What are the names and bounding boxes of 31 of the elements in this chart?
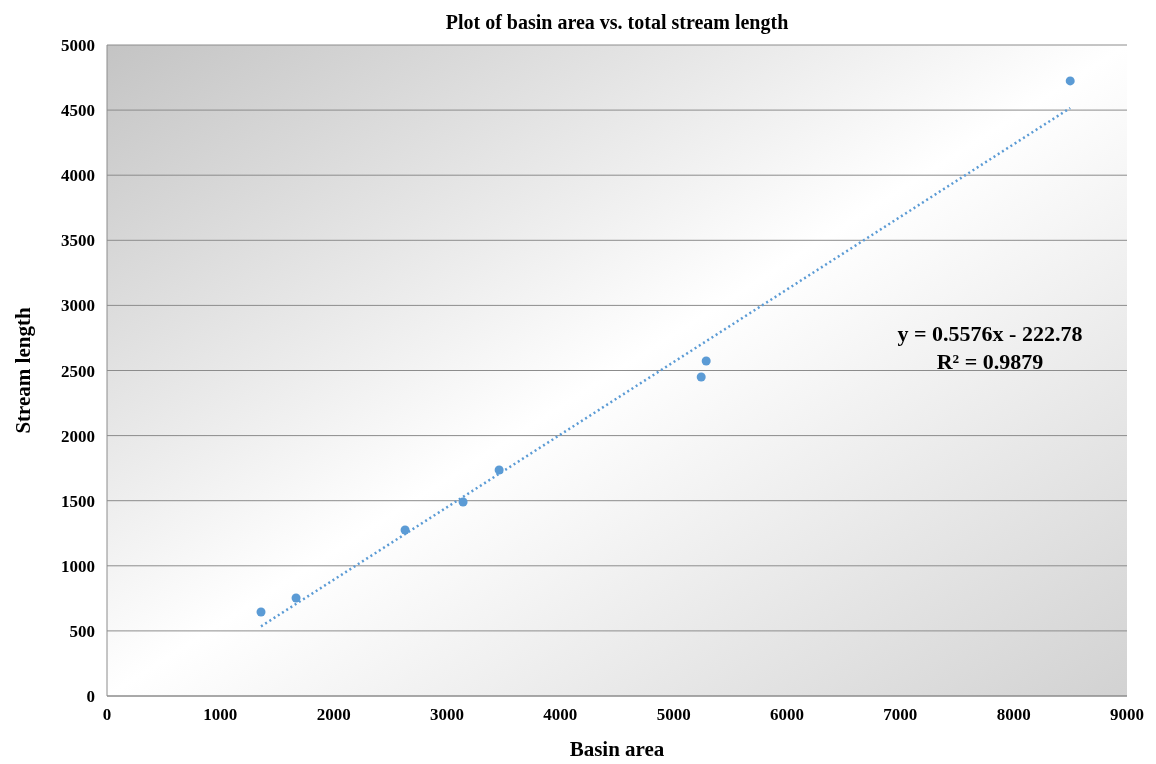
x-tick-label: 6000: [770, 705, 804, 724]
y-tick-label: 4000: [61, 166, 95, 186]
y-tick-label: 0: [86, 687, 95, 706]
annotation: R² = 0.9879: [936, 349, 1044, 374]
y-tick-label: 1000: [61, 556, 95, 576]
x-tick-label: 2000: [316, 705, 351, 724]
y-tick-label: 5000: [61, 36, 95, 55]
y-axis-title: Stream length: [11, 307, 35, 434]
point: [291, 593, 301, 603]
point: [1065, 76, 1075, 86]
x-tick-label: 4000: [543, 705, 578, 724]
y-tick-label: 2000: [61, 426, 95, 446]
y-tick-label: 1500: [61, 491, 95, 511]
y-tick-label: 3000: [61, 296, 95, 316]
y-tick-label: 3500: [61, 231, 95, 251]
x-tick-label: 9000: [1110, 705, 1144, 724]
x-tick-label: 8000: [996, 705, 1031, 724]
y-tick-label: 2500: [61, 361, 95, 381]
point: [256, 607, 266, 617]
x-tick-label: 0: [102, 705, 112, 724]
chart-title: Plot of basin area vs. total stream length: [445, 11, 789, 34]
x-tick-label: 3000: [430, 705, 464, 724]
x-tick-label: 1000: [203, 705, 238, 724]
point: [696, 372, 706, 382]
x-axis-title: Basin area: [569, 737, 665, 761]
y-tick-label: 500: [69, 621, 95, 641]
y-tick-label: 4500: [61, 101, 95, 121]
point: [701, 356, 711, 366]
annotation: y = 0.5576x - 222.78: [897, 321, 1083, 346]
x-tick-label: 7000: [883, 705, 918, 724]
x-tick-label: 5000: [656, 705, 691, 724]
